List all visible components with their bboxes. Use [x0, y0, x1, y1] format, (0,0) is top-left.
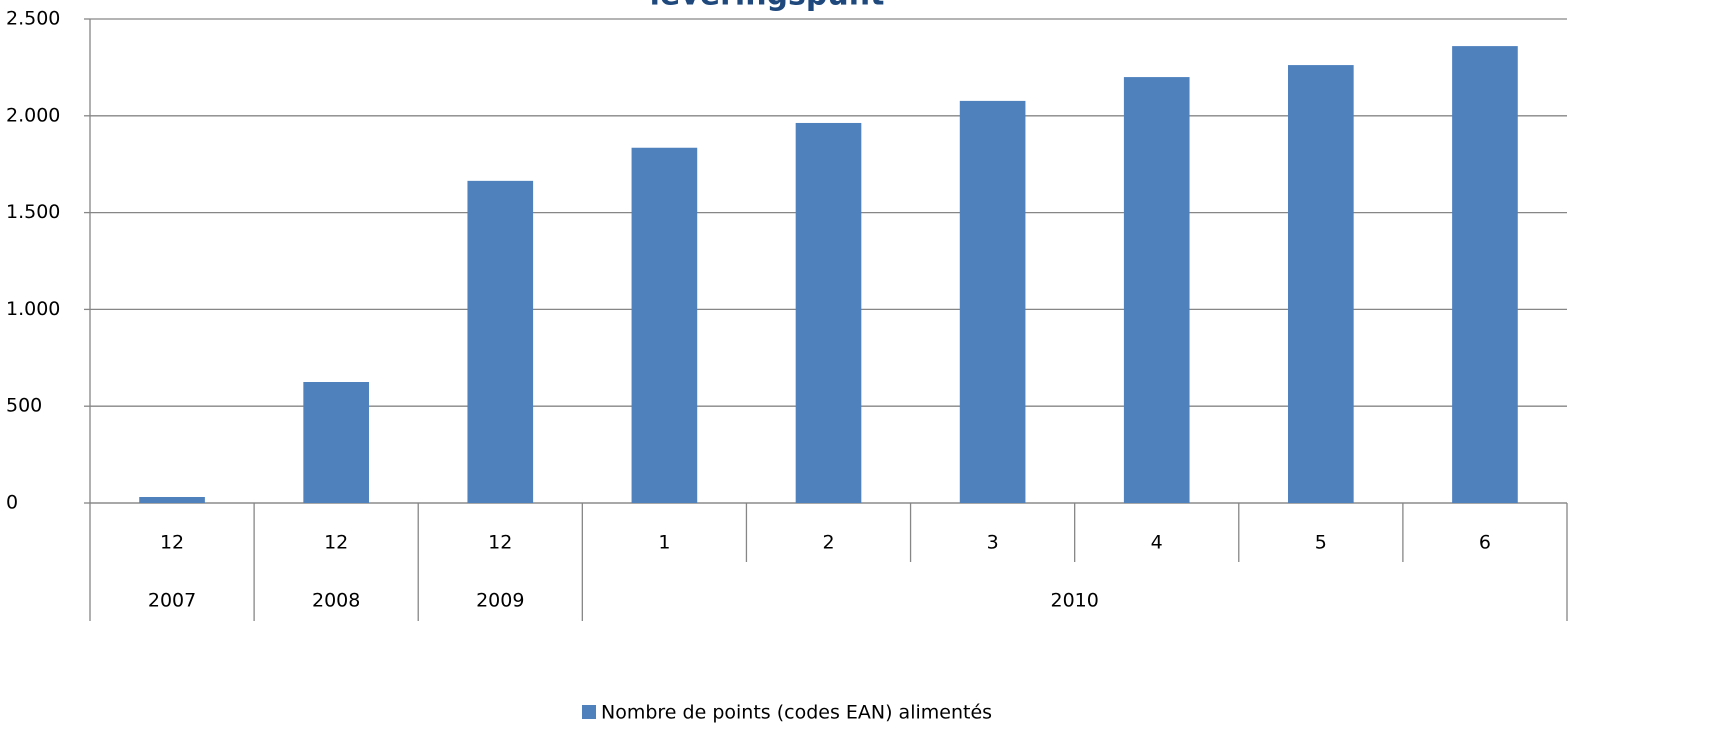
x-tick-label: 12: [160, 532, 184, 554]
bar: [1123, 77, 1190, 503]
x-tick-label: 5: [1315, 532, 1327, 554]
legend-label: Nombre de points (codes EAN) alimentés: [601, 702, 992, 724]
y-tick-label: 500: [6, 395, 42, 417]
x-tick-label: 4: [1151, 532, 1163, 554]
x-tick-label: 3: [987, 532, 999, 554]
x-tick-label: 1: [658, 532, 670, 554]
x-tick-label: 2: [822, 532, 834, 554]
group-label: 2009: [476, 590, 524, 612]
bar: [139, 496, 205, 503]
bar: [795, 122, 862, 504]
bar: [303, 382, 369, 503]
x-tick-label: 12: [488, 532, 512, 554]
bar: [631, 147, 698, 503]
bar: [1288, 65, 1354, 504]
bar: [467, 180, 534, 503]
group-label: 2007: [148, 590, 196, 612]
legend-swatch: [582, 705, 596, 719]
chart-title: leveringspunt: [650, 0, 885, 13]
y-tick-label: 2.500: [6, 8, 60, 30]
x-tick-label: 12: [324, 532, 348, 554]
bar: [1452, 46, 1518, 503]
y-tick-label: 1.500: [6, 201, 60, 223]
x-tick-label: 6: [1479, 532, 1491, 554]
y-tick-label: 1.000: [6, 298, 60, 320]
y-tick-label: 2.000: [6, 104, 60, 126]
bar: [959, 100, 1026, 504]
group-label: 2010: [1050, 590, 1098, 612]
group-label: 2008: [312, 590, 360, 612]
y-tick-label: 0: [6, 492, 18, 514]
